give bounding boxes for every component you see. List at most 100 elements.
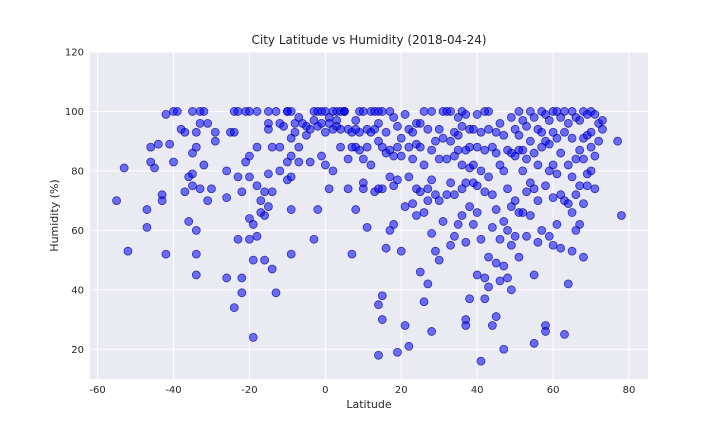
data-points bbox=[112, 107, 626, 366]
data-point bbox=[480, 273, 490, 283]
data-point bbox=[560, 127, 569, 137]
data-point bbox=[415, 267, 425, 277]
data-point bbox=[563, 199, 573, 209]
data-point bbox=[294, 142, 304, 152]
data-point bbox=[336, 124, 345, 134]
data-point bbox=[427, 107, 437, 116]
data-point bbox=[484, 124, 493, 134]
data-point bbox=[385, 172, 395, 182]
data-point bbox=[598, 115, 607, 125]
data-point bbox=[552, 220, 562, 229]
data-point bbox=[598, 124, 607, 134]
data-point bbox=[267, 264, 277, 274]
data-point bbox=[377, 107, 387, 116]
data-point bbox=[510, 196, 520, 206]
data-point bbox=[499, 130, 509, 140]
data-point bbox=[351, 205, 361, 214]
data-point bbox=[541, 327, 550, 336]
data-point bbox=[537, 225, 547, 235]
data-point bbox=[499, 344, 509, 354]
data-point bbox=[480, 294, 490, 304]
data-point bbox=[533, 237, 543, 247]
data-point bbox=[476, 234, 486, 244]
data-point bbox=[203, 118, 213, 128]
data-point bbox=[252, 231, 262, 241]
data-point bbox=[503, 184, 512, 194]
x-tick-label: -40 bbox=[165, 385, 181, 396]
data-point bbox=[112, 196, 121, 206]
data-point bbox=[191, 249, 201, 259]
data-point bbox=[446, 136, 456, 146]
data-point bbox=[320, 160, 330, 170]
data-point bbox=[586, 142, 596, 152]
data-point bbox=[381, 127, 391, 137]
data-point bbox=[453, 130, 463, 140]
data-point bbox=[222, 166, 232, 176]
data-point bbox=[222, 273, 232, 283]
data-point bbox=[525, 211, 535, 220]
data-point bbox=[579, 199, 588, 209]
data-point bbox=[260, 255, 270, 265]
data-point bbox=[506, 285, 516, 295]
data-point bbox=[286, 205, 296, 214]
data-point bbox=[529, 148, 539, 158]
data-point bbox=[465, 142, 474, 152]
data-point bbox=[358, 154, 368, 164]
data-point bbox=[499, 217, 509, 226]
data-point bbox=[427, 327, 437, 336]
data-point bbox=[544, 139, 554, 149]
data-point bbox=[191, 127, 201, 137]
data-point bbox=[529, 270, 539, 280]
data-point bbox=[582, 181, 592, 191]
data-point bbox=[529, 184, 539, 194]
data-point bbox=[510, 231, 520, 241]
data-point bbox=[264, 169, 273, 179]
data-point bbox=[563, 118, 573, 128]
data-point bbox=[450, 231, 459, 241]
y-tick-label: 60 bbox=[71, 226, 84, 237]
data-point bbox=[358, 184, 368, 194]
data-point bbox=[313, 205, 323, 214]
data-point bbox=[169, 157, 178, 167]
data-point bbox=[491, 148, 501, 158]
data-point bbox=[590, 184, 600, 194]
data-point bbox=[563, 160, 573, 170]
data-point bbox=[374, 300, 383, 310]
data-point bbox=[229, 303, 239, 313]
x-tick-label: 0 bbox=[322, 385, 328, 396]
data-point bbox=[457, 121, 467, 131]
data-point bbox=[267, 142, 277, 152]
data-point bbox=[480, 187, 490, 197]
data-point bbox=[461, 237, 471, 247]
data-point bbox=[548, 160, 558, 170]
data-point bbox=[434, 196, 444, 206]
data-point bbox=[400, 321, 410, 330]
data-point bbox=[567, 172, 577, 182]
data-point bbox=[522, 187, 531, 197]
y-tick-label: 20 bbox=[71, 345, 84, 356]
data-point bbox=[404, 142, 414, 152]
data-point bbox=[522, 154, 531, 164]
data-point bbox=[484, 282, 493, 292]
data-point bbox=[286, 249, 296, 259]
data-point bbox=[393, 121, 402, 131]
data-point bbox=[279, 121, 288, 131]
data-point bbox=[484, 252, 493, 262]
data-point bbox=[575, 181, 585, 191]
data-point bbox=[529, 338, 539, 348]
data-point bbox=[142, 222, 152, 232]
data-point bbox=[514, 107, 524, 116]
data-point bbox=[404, 341, 414, 351]
data-point bbox=[252, 107, 262, 116]
data-point bbox=[408, 154, 418, 164]
data-point bbox=[195, 184, 205, 194]
data-point bbox=[544, 231, 554, 241]
data-point bbox=[575, 145, 585, 155]
data-point bbox=[457, 211, 467, 220]
data-point bbox=[499, 261, 509, 271]
data-point bbox=[567, 208, 577, 217]
data-point bbox=[438, 217, 448, 226]
data-point bbox=[491, 205, 501, 214]
data-point bbox=[529, 113, 539, 122]
data-point bbox=[400, 202, 410, 211]
